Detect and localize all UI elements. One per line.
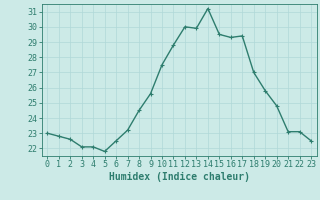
X-axis label: Humidex (Indice chaleur): Humidex (Indice chaleur) (109, 172, 250, 182)
